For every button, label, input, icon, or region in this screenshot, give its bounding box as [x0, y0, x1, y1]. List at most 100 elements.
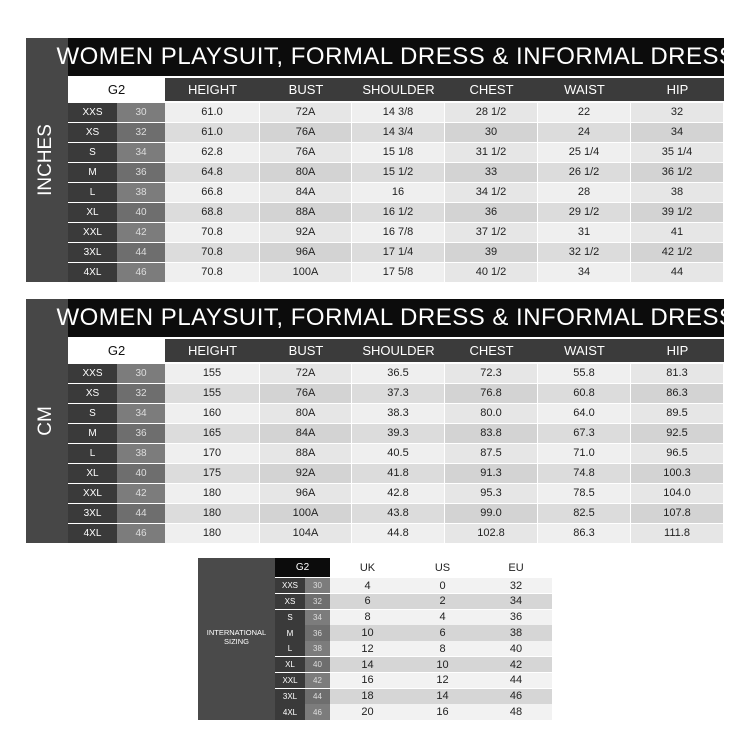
table-cell: 40	[480, 641, 552, 657]
table-cell: 26 1/2	[538, 162, 630, 182]
table-cell: 34	[538, 262, 630, 282]
side-band	[198, 558, 275, 720]
table-cell: 36	[480, 609, 552, 625]
table-cell: 82.5	[538, 503, 630, 523]
table-cell: 96A	[260, 242, 351, 262]
header-cell: HIP	[631, 78, 724, 101]
table-cell: 44	[305, 688, 330, 704]
table-cell: 44	[631, 262, 723, 282]
table-cell: 32	[631, 102, 723, 122]
table-cell: 25 1/4	[538, 142, 630, 162]
table-cell: 33	[445, 162, 537, 182]
table-cell: 36	[117, 423, 165, 443]
table-title: WOMEN PLAYSUIT, FORMAL DRESS & INFORMAL …	[56, 299, 735, 337]
table-cell: 81.3	[631, 363, 723, 383]
table-cell: 20	[330, 704, 405, 720]
table-cell: 46	[305, 704, 330, 720]
header-cell: HEIGHT	[165, 78, 260, 101]
table-cell: 37.3	[352, 383, 444, 403]
table-cell: 41	[631, 222, 723, 242]
table-cell: 32	[305, 593, 330, 610]
table-cell: XXL	[68, 483, 117, 503]
table-cell: 46	[117, 523, 165, 543]
table-cell: 46	[480, 688, 552, 704]
table-cell: 68.8	[165, 202, 259, 222]
table-cell: S	[68, 142, 117, 162]
table-cell: XL	[68, 463, 117, 483]
table-cell: 14 3/4	[352, 122, 444, 142]
header-cell: G2	[68, 78, 165, 101]
table-cell: 180	[165, 483, 259, 503]
table-cell: 76A	[260, 122, 351, 142]
table-cell: 36.5	[352, 363, 444, 383]
table-cell: 37 1/2	[445, 222, 537, 242]
header-cell: CHEST	[445, 78, 538, 101]
table-cell: 10	[405, 657, 480, 673]
table-cell: 24	[538, 122, 630, 142]
table-cell: 48	[480, 704, 552, 720]
table-cell: 40 1/2	[445, 262, 537, 282]
table-cell: 28	[538, 182, 630, 202]
table-cell: 86.3	[538, 523, 630, 543]
table-cell: 96.5	[631, 443, 723, 463]
table-cell: 16 1/2	[352, 202, 444, 222]
table-cell: 76A	[260, 383, 351, 403]
table-cell: 155	[165, 363, 259, 383]
header-cell: SHOULDER	[352, 78, 445, 101]
table-cell: 39	[445, 242, 537, 262]
table-cell: 86.3	[631, 383, 723, 403]
table-cell: 40	[117, 202, 165, 222]
table-cell: 16 7/8	[352, 222, 444, 242]
table-cell: 66.8	[165, 182, 259, 202]
table-cell: 22	[538, 102, 630, 122]
header-cell: CHEST	[445, 339, 538, 362]
table-cell: 3XL	[68, 242, 117, 262]
table-cell: 102.8	[445, 523, 537, 543]
table-cell: 160	[165, 403, 259, 423]
table-cell: 34	[480, 593, 552, 610]
header-cell: BUST	[260, 78, 352, 101]
table-cell: M	[68, 423, 117, 443]
table-cell: 34	[305, 609, 330, 625]
table-cell: 87.5	[445, 443, 537, 463]
table-cell: XS	[275, 593, 305, 610]
table-cell: 107.8	[631, 503, 723, 523]
header-cell: US	[405, 558, 480, 577]
table-cell: 70.8	[165, 222, 259, 242]
table-cell: 180	[165, 503, 259, 523]
header-cell: BUST	[260, 339, 352, 362]
header-cell: HEIGHT	[165, 339, 260, 362]
table-cell: 100.3	[631, 463, 723, 483]
intl-label: INTERNATIONAL SIZING	[206, 628, 267, 646]
table-cell: 42	[117, 222, 165, 242]
header-cell: G2	[275, 558, 330, 577]
table-cell: 84A	[260, 423, 351, 443]
table-cell: 36 1/2	[631, 162, 723, 182]
header-cell: SHOULDER	[352, 339, 445, 362]
table-cell: 104.0	[631, 483, 723, 503]
table-cell: 61.0	[165, 102, 259, 122]
table-cell: 42 1/2	[631, 242, 723, 262]
table-cell: 17 5/8	[352, 262, 444, 282]
table-cell: 72.3	[445, 363, 537, 383]
table-cell: 104A	[260, 523, 351, 543]
table-cell: 8	[330, 609, 405, 625]
table-cell: 67.3	[538, 423, 630, 443]
table-cell: 42	[117, 483, 165, 503]
table-cell: L	[275, 641, 305, 657]
table-cell: 42	[305, 672, 330, 689]
table-cell: XXL	[275, 672, 305, 689]
table-cell: 80.0	[445, 403, 537, 423]
table-cell: 100A	[260, 503, 351, 523]
table-cell: 44.8	[352, 523, 444, 543]
table-cell: 92.5	[631, 423, 723, 443]
table-cell: 72A	[260, 102, 351, 122]
table-cell: 74.8	[538, 463, 630, 483]
table-cell: 60.8	[538, 383, 630, 403]
table-cell: 32 1/2	[538, 242, 630, 262]
table-cell: XXS	[275, 578, 305, 594]
table-cell: XXS	[68, 363, 117, 383]
table-cell: 18	[330, 688, 405, 704]
table-cell: 14	[330, 657, 405, 673]
header-cell: UK	[330, 558, 405, 577]
